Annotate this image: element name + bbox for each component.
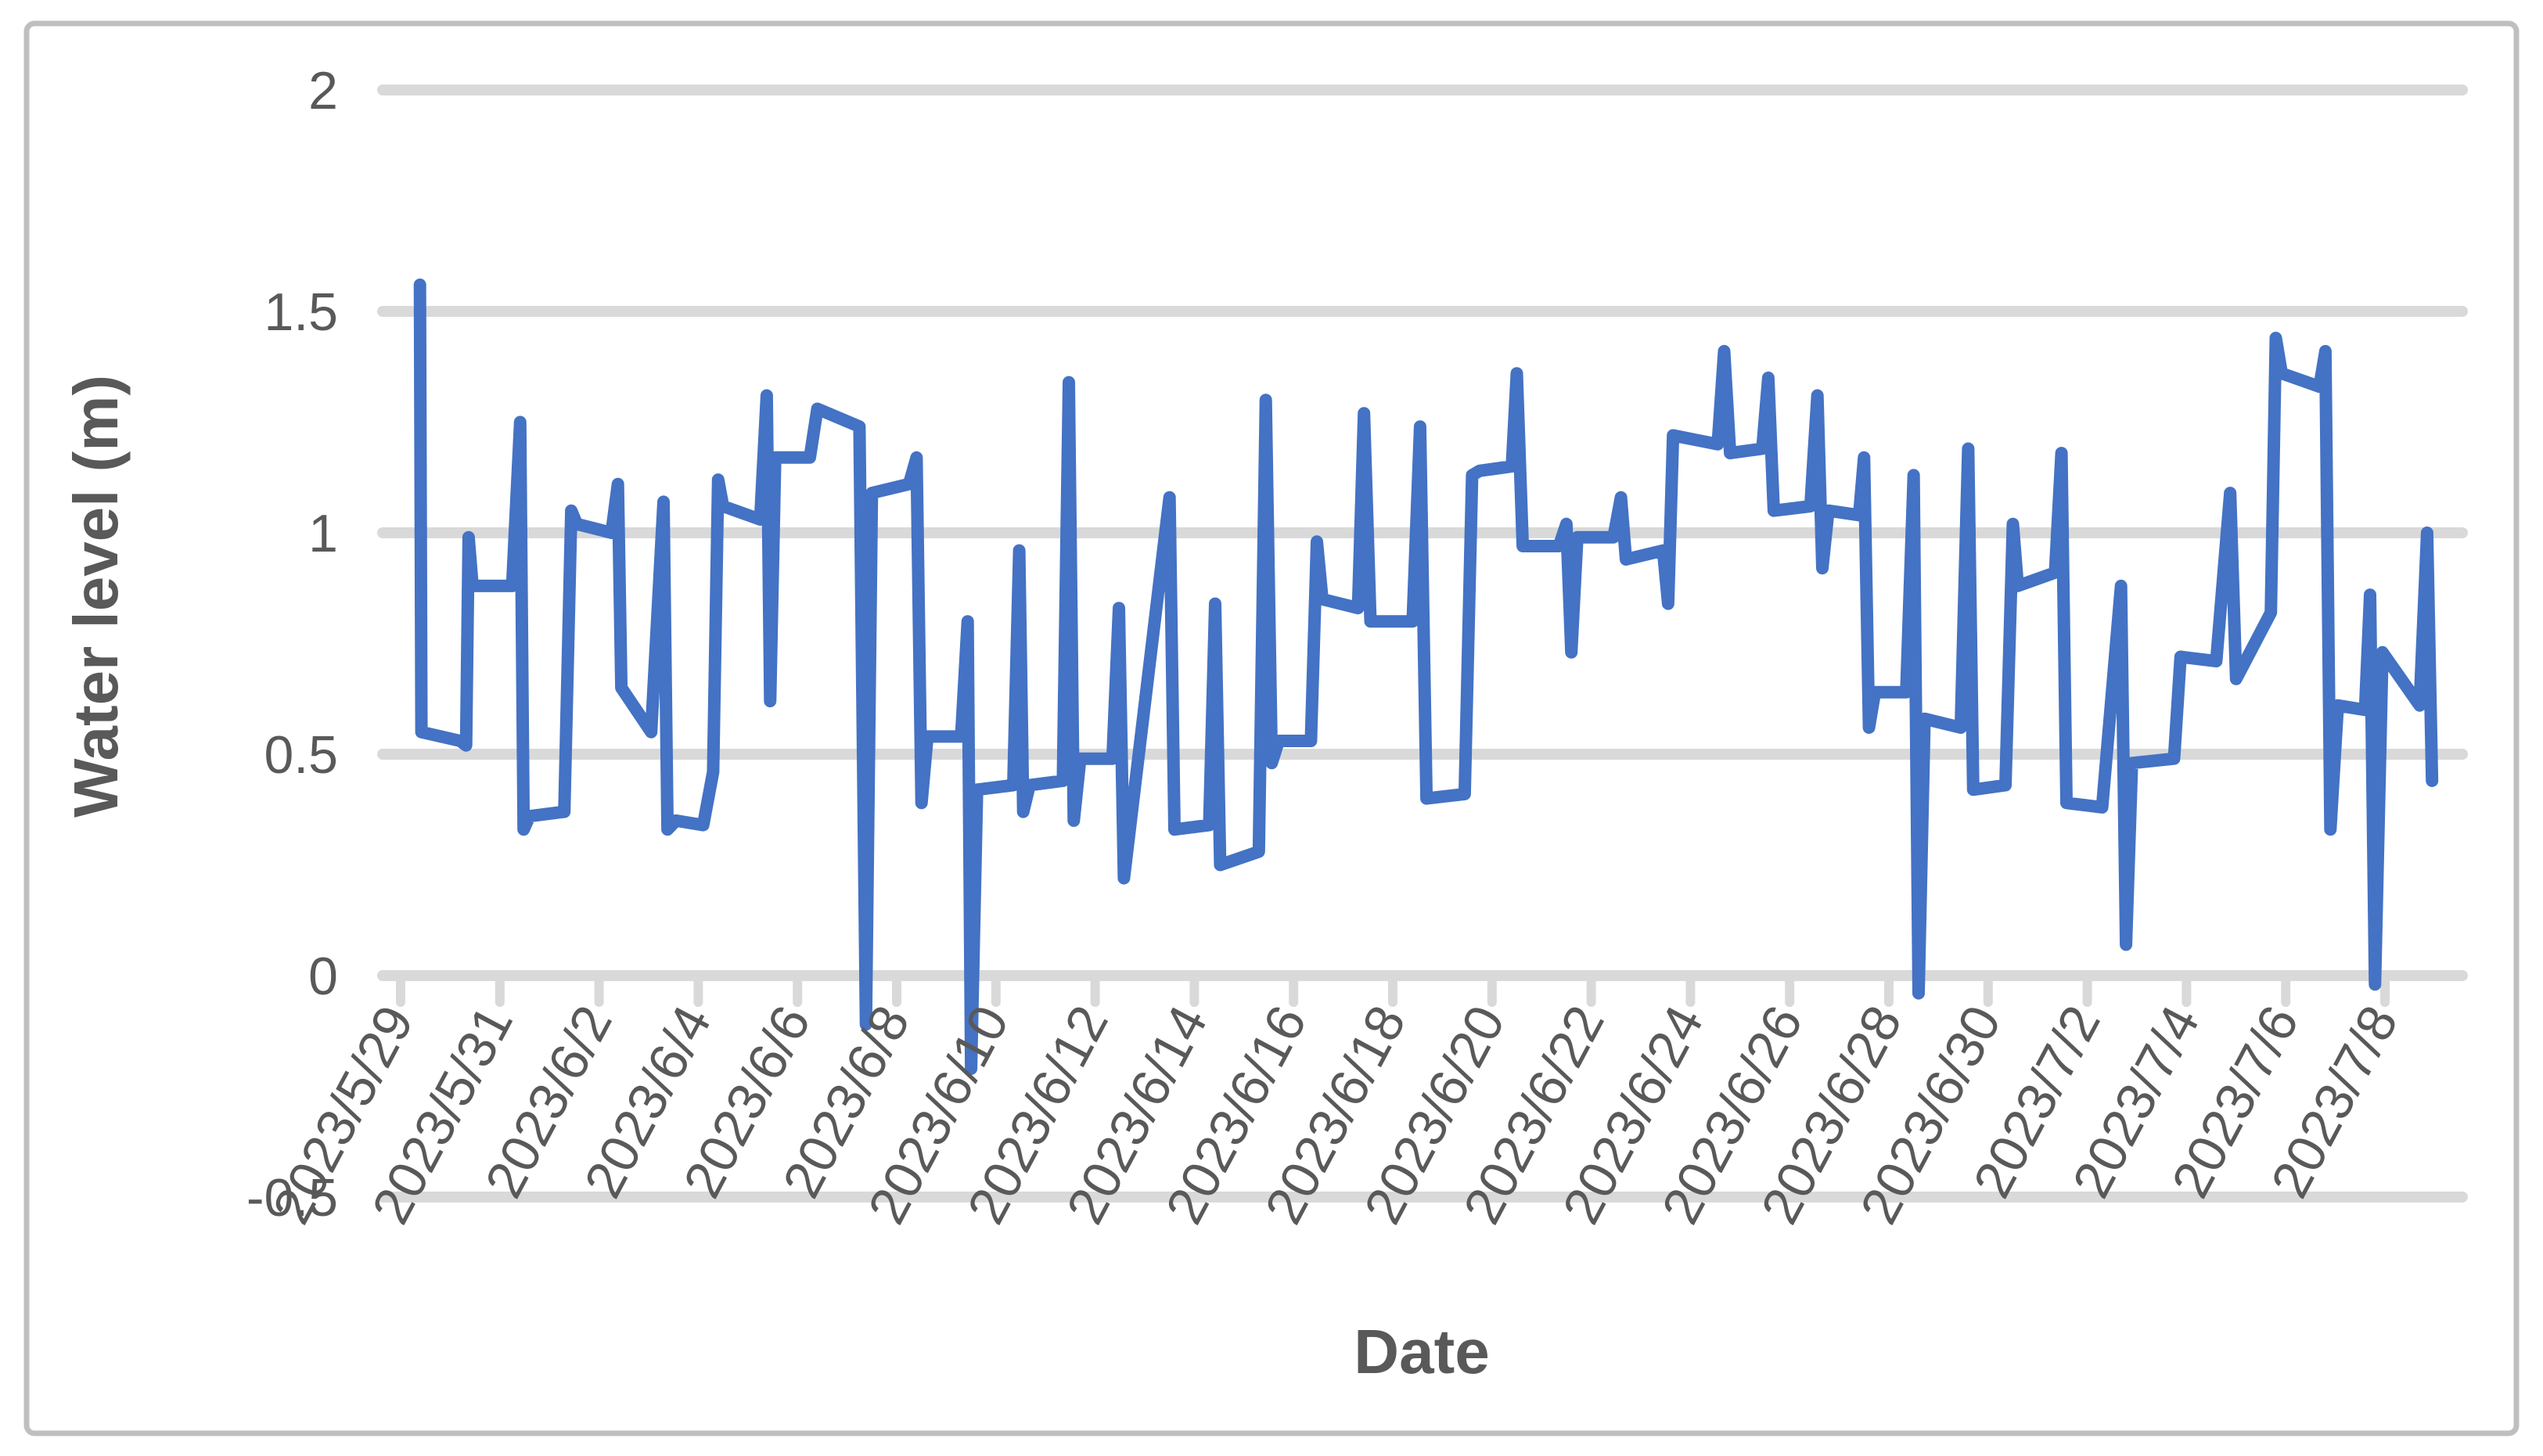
y-tick-label-1.5: 1.5 [264, 282, 338, 342]
x-axis-tick-marks [396, 977, 2390, 1007]
y-tick-label-0.5: 0.5 [264, 725, 338, 785]
y-tick-label-2: 2 [308, 61, 338, 120]
x-axis-title: Date [1354, 1317, 1489, 1386]
y-tick-label-1: 1 [308, 504, 338, 563]
series-line-water-level [413, 279, 2439, 1075]
y-axis-tick-labels: 2 1.5 1 0.5 0 -0.5 [246, 61, 338, 1228]
y-tick-label--0.5: -0.5 [246, 1168, 338, 1228]
series-lines [413, 279, 2439, 1075]
y-axis-title: Water level (m) [61, 375, 131, 818]
y-tick-label-0: 0 [308, 947, 338, 1006]
